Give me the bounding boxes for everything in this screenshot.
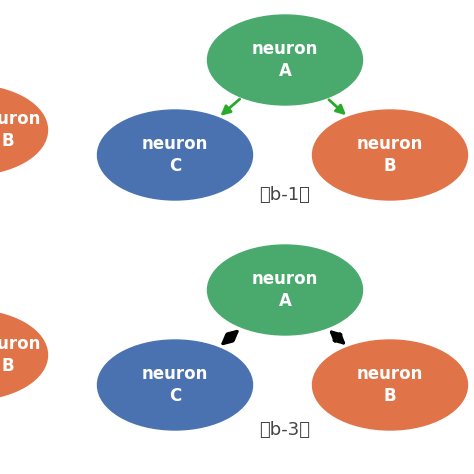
Text: （b-1）: （b-1） bbox=[260, 186, 310, 204]
Text: （b-3）: （b-3） bbox=[259, 421, 310, 439]
Text: neuron
A: neuron A bbox=[252, 270, 318, 310]
Text: neuron
B: neuron B bbox=[0, 110, 41, 150]
Text: neuron
B: neuron B bbox=[357, 135, 423, 175]
Text: neuron
B: neuron B bbox=[357, 365, 423, 405]
Ellipse shape bbox=[0, 85, 47, 175]
Text: neuron
A: neuron A bbox=[252, 40, 318, 80]
Ellipse shape bbox=[0, 310, 47, 400]
Text: neuron
B: neuron B bbox=[0, 335, 41, 375]
Ellipse shape bbox=[208, 245, 363, 335]
Ellipse shape bbox=[98, 340, 253, 430]
Ellipse shape bbox=[312, 110, 467, 200]
Text: neuron
C: neuron C bbox=[142, 135, 208, 175]
Ellipse shape bbox=[98, 110, 253, 200]
Ellipse shape bbox=[208, 15, 363, 105]
Ellipse shape bbox=[312, 340, 467, 430]
Text: neuron
C: neuron C bbox=[142, 365, 208, 405]
